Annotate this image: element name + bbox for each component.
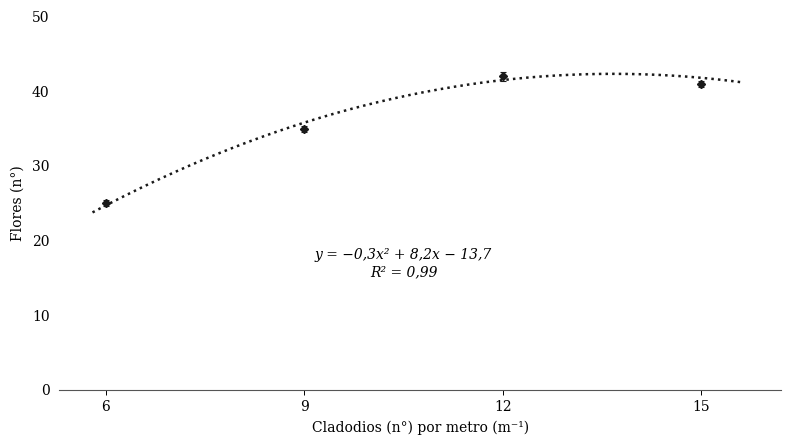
X-axis label: Cladodios (n°) por metro (m⁻¹): Cladodios (n°) por metro (m⁻¹) [311,421,529,435]
Y-axis label: Flores (n°): Flores (n°) [11,165,25,241]
Text: y = −0,3x² + 8,2x − 13,7: y = −0,3x² + 8,2x − 13,7 [315,248,492,263]
Text: R² = 0,99: R² = 0,99 [370,265,437,279]
